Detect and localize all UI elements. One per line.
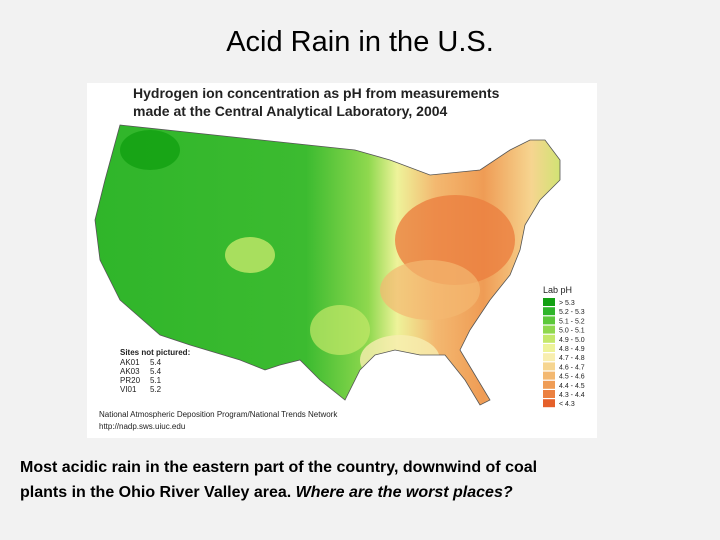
legend-swatch: [543, 344, 555, 352]
legend-swatch: [543, 380, 555, 389]
legend-label: 5.1 - 5.2: [559, 318, 585, 325]
legend-label: > 5.3: [559, 300, 575, 307]
sites-title: Sites not pictured:: [120, 348, 190, 357]
legend-swatch: [543, 325, 555, 334]
legend-label: 4.5 - 4.6: [559, 374, 585, 381]
site-ph: 5.1: [150, 376, 162, 385]
legend-swatch: [543, 390, 555, 398]
map: Hydrogen ion concentration as pH from me…: [94, 85, 585, 431]
legend-label: < 4.3: [559, 401, 575, 408]
source: National Atmospheric Deposition Program/…: [99, 410, 338, 419]
site-id: PR20: [120, 376, 141, 385]
site-ph: 5.4: [150, 367, 162, 376]
legend-swatch: [543, 353, 555, 362]
caption: Most acidic rain in the eastern part of …: [20, 455, 700, 505]
legend-swatch: [543, 334, 555, 343]
site-ph: 5.4: [150, 358, 162, 367]
caption-text: plants in the Ohio River Valley area.: [20, 484, 296, 501]
source-url: http://nadp.sws.uiuc.edu: [99, 422, 185, 431]
legend-label: 4.3 - 4.4: [559, 392, 585, 399]
legend-label: 5.0 - 5.1: [559, 328, 585, 335]
legend-label: 4.8 - 4.9: [559, 346, 585, 353]
legend-swatch: [543, 298, 555, 306]
ph-surface: [95, 125, 560, 405]
map-heading: made at the Central Analytical Laborator…: [133, 103, 448, 119]
site-id: VI01: [120, 385, 137, 394]
map-figure: Hydrogen ion concentration as pH from me…: [87, 83, 597, 438]
legend-label: 4.9 - 5.0: [559, 337, 585, 344]
legend-swatch: [543, 307, 555, 316]
caption-line: plants in the Ohio River Valley area. Wh…: [20, 480, 700, 505]
caption-line: Most acidic rain in the eastern part of …: [20, 459, 538, 476]
caption-question: Where are the worst places?: [295, 484, 513, 501]
site-id: AK03: [120, 367, 140, 376]
legend-label: 4.4 - 4.5: [559, 383, 585, 390]
site-id: AK01: [120, 358, 140, 367]
legend-label: 5.2 - 5.3: [559, 309, 585, 316]
legend-swatch: [543, 399, 555, 408]
map-heading: Hydrogen ion concentration as pH from me…: [133, 85, 500, 101]
legend-label: 4.7 - 4.8: [559, 355, 585, 362]
us-outline: [94, 124, 561, 406]
legend-swatch: [543, 362, 555, 371]
legend-swatch: [543, 316, 555, 325]
legend-title: Lab pH: [543, 285, 572, 295]
legend-label: 4.6 - 4.7: [559, 364, 585, 371]
legend-swatch: [543, 371, 555, 380]
slide-title: Acid Rain in the U.S.: [226, 26, 494, 58]
site-ph: 5.2: [150, 385, 162, 394]
